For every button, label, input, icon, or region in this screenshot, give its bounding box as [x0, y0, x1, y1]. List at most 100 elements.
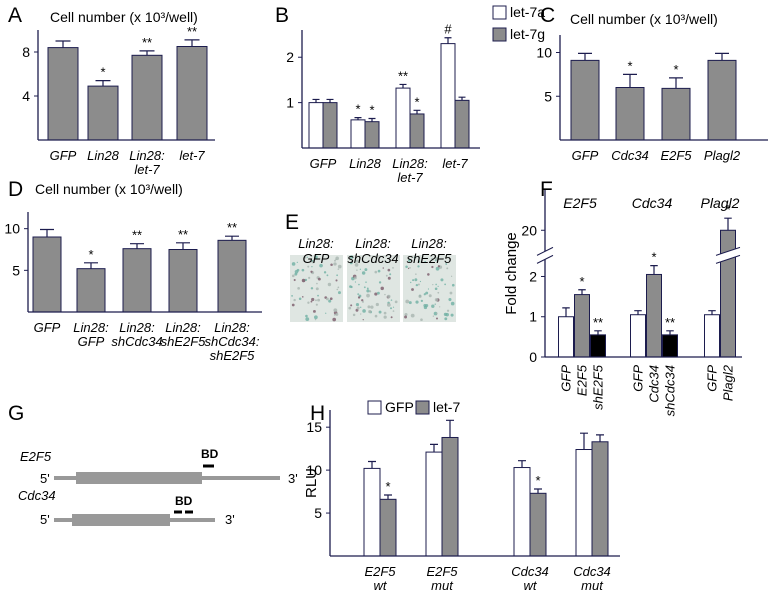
stain-dot [418, 294, 422, 298]
stain-dot [359, 268, 361, 270]
stain-dot [315, 299, 317, 302]
error-bar [634, 310, 642, 315]
stain-dot [350, 285, 353, 289]
error-bar [384, 494, 392, 500]
stain-dot [415, 273, 417, 275]
legend-label: GFP [385, 399, 414, 415]
bar [87, 85, 119, 141]
error-bar [130, 243, 144, 249]
label-line: GFP [303, 251, 330, 266]
significance: ** [178, 227, 188, 242]
stain-dot [362, 309, 366, 313]
stain-dot [378, 310, 382, 314]
stain-dot [404, 312, 408, 317]
label-line: shCdc34 [347, 251, 398, 266]
panel-letter: H [310, 402, 325, 425]
label-line: Lin28: [73, 320, 109, 335]
legend-swatch [492, 5, 507, 20]
stain-dot [319, 263, 323, 268]
stain-dot [291, 303, 295, 307]
stain-dot [451, 283, 455, 287]
stain-dot [308, 276, 311, 279]
stain-dot [369, 290, 372, 293]
x-tick-label: GFP [559, 365, 574, 392]
stain-dot [434, 303, 436, 305]
y-tick-label: 8 [22, 44, 30, 60]
x-tick-label: E2F5 [575, 364, 590, 396]
gene-name: E2F5 [20, 449, 52, 464]
axis-break [537, 247, 553, 264]
y-tick-label: 20 [521, 222, 537, 238]
stain-dot [408, 259, 411, 262]
y-axis-label: Fold change [503, 232, 520, 315]
stain-dot [427, 288, 430, 290]
group-label: Plagl2 [701, 195, 740, 211]
stain-dot [294, 269, 299, 274]
error-bar [623, 73, 637, 88]
stain-dot [301, 278, 306, 283]
x-tick-label: Lin28: let-7 [129, 148, 165, 177]
stain-dot [306, 256, 309, 258]
stain-dot [425, 291, 429, 295]
stain-dot [431, 265, 434, 269]
stain-dot [413, 256, 416, 259]
stain-dot [336, 288, 339, 291]
stain-dot [374, 314, 378, 318]
error-bar [724, 217, 732, 231]
stain-dot [392, 267, 394, 269]
stain-dot [335, 312, 339, 316]
chart-title: Cell number (x 10³/well) [50, 9, 198, 25]
stain-dot [359, 306, 362, 309]
bar [661, 87, 691, 141]
stain-dot [297, 287, 300, 290]
stain-dot [387, 276, 391, 280]
error-bar [225, 235, 239, 241]
label-line: Lin28: [165, 320, 201, 335]
stain-dot [404, 315, 408, 319]
stain-dot [390, 316, 393, 319]
stain-dot [311, 297, 315, 302]
stain-dot [304, 256, 307, 259]
stain-dot [337, 286, 340, 289]
stain-dot [361, 299, 364, 302]
stain-dot [446, 309, 450, 312]
error-bar [666, 330, 674, 335]
error-bar [184, 39, 200, 47]
bar [441, 436, 459, 557]
stain-dot [301, 296, 304, 298]
y-tick-label: 0 [529, 349, 537, 365]
stain-dot [431, 304, 435, 308]
stain-dot [412, 279, 415, 282]
significance: ** [398, 68, 408, 83]
stain-dot [355, 259, 359, 263]
stain-dot [354, 263, 359, 267]
bar [176, 46, 208, 141]
stain-dot [310, 287, 314, 290]
group-label: E2F5 [563, 195, 597, 211]
stain-dot [423, 305, 428, 310]
stain-dot [435, 312, 438, 315]
legend-label: let-7g [510, 26, 545, 42]
significance: * [673, 62, 678, 77]
label-line: GFP [78, 334, 105, 349]
stain-dot [349, 255, 354, 259]
significance: # [444, 22, 452, 37]
stain-dot [435, 257, 439, 261]
error-bar [715, 52, 729, 61]
stain-dot [384, 293, 386, 296]
gene-name: Cdc34 [18, 488, 56, 503]
label-line: wt [374, 578, 388, 591]
stain-dot [305, 317, 310, 321]
x-tick-label: Lin28: GFP [73, 320, 109, 349]
label-line: mut [581, 578, 604, 591]
bar [308, 102, 324, 149]
stain-dot [368, 309, 372, 314]
stain-dot [387, 294, 391, 299]
stain-dot [326, 274, 329, 277]
stain-dot [354, 281, 357, 283]
stain-dot [377, 269, 381, 273]
stain-dot [439, 306, 441, 308]
stain-dot [420, 299, 423, 303]
micrographs [290, 255, 456, 322]
